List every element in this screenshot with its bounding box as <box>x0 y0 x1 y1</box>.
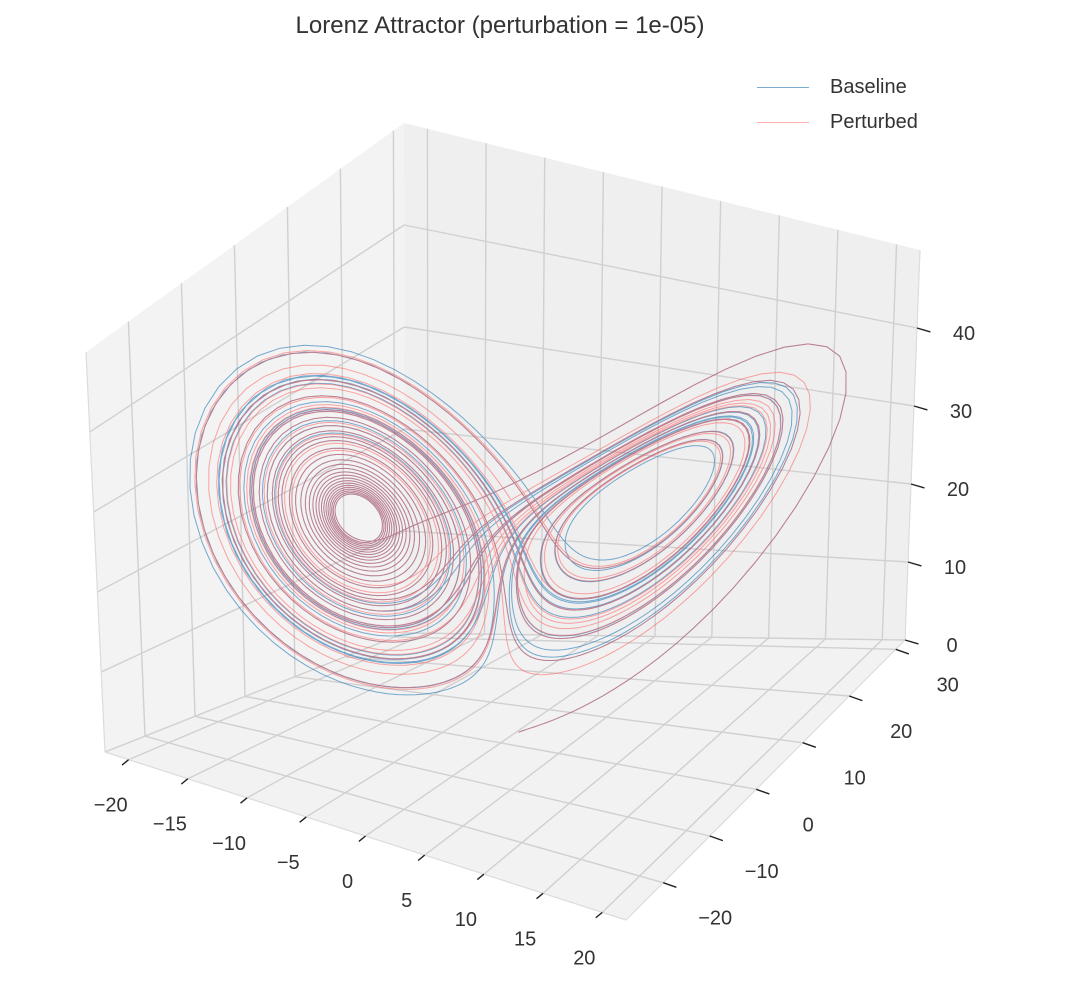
axes-panes <box>86 123 920 920</box>
z-tick-label: 40 <box>953 323 975 345</box>
perturbed-trajectory <box>194 343 847 733</box>
x-tick-label: −15 <box>153 814 187 836</box>
y-tick-label: 0 <box>803 814 814 836</box>
perturbed-line-swatch <box>757 122 809 123</box>
legend-label: Baseline <box>830 76 907 98</box>
y-tick-label: −10 <box>745 861 779 883</box>
x-tick-label: 5 <box>401 890 412 912</box>
z-tick-label: 20 <box>947 479 969 501</box>
legend-item-baseline: Baseline <box>757 70 918 105</box>
x-tick-label: 0 <box>342 871 353 893</box>
left-pane <box>86 123 405 752</box>
baseline-line-swatch <box>757 87 809 88</box>
y-tick-label: −20 <box>698 908 732 930</box>
x-tick-label: 10 <box>455 909 477 931</box>
y-tick-label: 20 <box>890 721 912 743</box>
z-tick-label: 30 <box>950 401 972 423</box>
x-tick-label: 15 <box>514 928 536 950</box>
legend: Baseline Perturbed <box>757 70 918 140</box>
y-tick-label: 30 <box>937 674 959 696</box>
z-tick-label: 0 <box>946 635 957 657</box>
legend-item-perturbed: Perturbed <box>757 105 918 140</box>
trajectories <box>189 343 847 733</box>
floor-pane <box>105 633 905 920</box>
x-tick-label: 20 <box>573 947 595 969</box>
x-tick-label: −10 <box>212 833 246 855</box>
chart-title: Lorenz Attractor (perturbation = 1e-05) <box>295 12 705 39</box>
x-tick-label: −5 <box>277 852 300 874</box>
y-tick-label: 10 <box>844 768 866 790</box>
x-tick-label: −20 <box>94 795 128 817</box>
legend-label: Perturbed <box>830 111 918 133</box>
z-tick-label: 10 <box>944 557 966 579</box>
axis-ticks: −20 −15 −10 −5 0 5 10 15 20 −20 −10 0 10 20 30 0 10 20 30 4… <box>94 323 975 969</box>
